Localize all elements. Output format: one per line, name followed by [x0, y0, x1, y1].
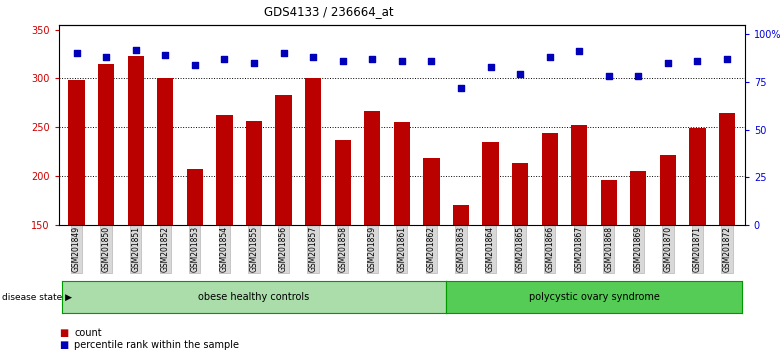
Point: [218, 56, 230, 62]
Text: ■: ■: [59, 328, 68, 338]
Text: percentile rank within the sample: percentile rank within the sample: [74, 340, 239, 350]
Text: count: count: [74, 328, 102, 338]
Bar: [335, 140, 350, 225]
Point: [395, 58, 408, 64]
Point: [425, 58, 437, 64]
Point: [691, 58, 704, 64]
Bar: [216, 115, 233, 225]
Text: disease state ▶: disease state ▶: [2, 293, 71, 302]
Point: [720, 56, 733, 62]
Bar: [305, 79, 321, 225]
Point: [71, 51, 83, 56]
Bar: [246, 121, 262, 225]
Point: [662, 60, 674, 66]
Point: [278, 51, 290, 56]
Point: [159, 52, 172, 58]
Point: [366, 56, 379, 62]
Bar: [482, 142, 499, 225]
Point: [188, 62, 201, 68]
Point: [336, 58, 349, 64]
Bar: [542, 133, 557, 225]
Bar: [719, 113, 735, 225]
Bar: [630, 171, 647, 225]
Bar: [601, 180, 617, 225]
Point: [514, 72, 526, 77]
Bar: [512, 163, 528, 225]
Text: GDS4133 / 236664_at: GDS4133 / 236664_at: [264, 5, 394, 18]
Bar: [364, 111, 380, 225]
Point: [485, 64, 497, 69]
Point: [100, 54, 112, 60]
Bar: [571, 125, 587, 225]
Point: [455, 85, 467, 91]
Bar: [660, 155, 676, 225]
Point: [603, 73, 615, 79]
Bar: [394, 122, 410, 225]
Point: [543, 54, 556, 60]
Point: [129, 47, 142, 52]
Bar: [128, 56, 143, 225]
Point: [307, 54, 319, 60]
Bar: [68, 80, 85, 225]
Bar: [689, 128, 706, 225]
Bar: [98, 64, 114, 225]
Text: ■: ■: [59, 340, 68, 350]
Bar: [157, 79, 173, 225]
Point: [573, 48, 586, 54]
Text: polycystic ovary syndrome: polycystic ovary syndrome: [528, 292, 659, 302]
Bar: [187, 169, 203, 225]
Bar: [275, 95, 292, 225]
Point: [632, 73, 644, 79]
Bar: [423, 159, 440, 225]
Text: obese healthy controls: obese healthy controls: [198, 292, 310, 302]
Bar: [453, 205, 469, 225]
Point: [248, 60, 260, 66]
